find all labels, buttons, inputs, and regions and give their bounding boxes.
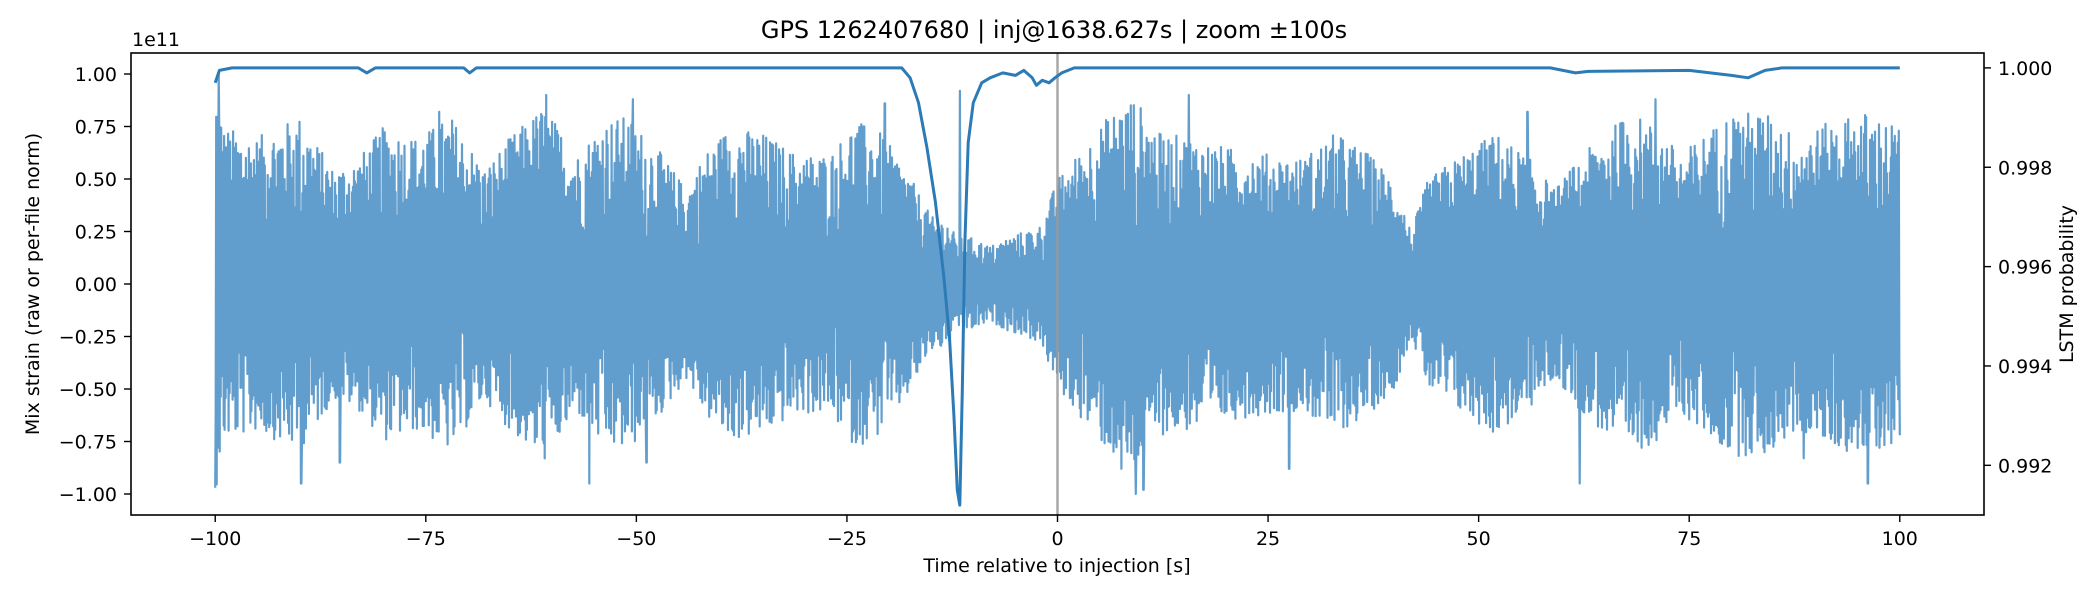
y-tick-label: 0.00	[75, 274, 117, 296]
plot-area	[213, 53, 1901, 515]
x-axis: −100 −75 −50 −25 0 25 50 75 100	[189, 515, 1918, 550]
y-axis-left: 1.00 0.75 0.50 0.25 0.00 −0.25 −0.50 −0.75 −1.00	[59, 64, 131, 506]
y-axis-right: 1.000 0.998 0.996 0.994 0.992	[1984, 58, 2052, 477]
x-tick-label: 25	[1256, 528, 1280, 550]
y-axis-offset-label: 1e11	[132, 29, 180, 51]
y-tick-label: 1.00	[75, 64, 117, 86]
y-tick-label: −0.25	[59, 327, 117, 349]
y-tick-label: 0.50	[75, 169, 117, 191]
y2-tick-label: 0.992	[1998, 455, 2052, 477]
y2-axis-label: LSTM probability	[2056, 205, 2078, 363]
y2-tick-label: 0.994	[1998, 356, 2052, 378]
lstm-probability-series	[213, 66, 1900, 507]
x-tick-label: 50	[1467, 528, 1491, 550]
x-tick-label: −100	[189, 528, 241, 550]
x-axis-label: Time relative to injection [s]	[922, 555, 1190, 577]
y-axis-label: Mix strain (raw or per-file norm)	[22, 133, 44, 435]
lstm-probability-line	[213, 66, 1900, 507]
y-tick-label: −0.75	[59, 432, 117, 454]
chart-title: GPS 1262407680 | inj@1638.627s | zoom ±1…	[761, 16, 1347, 44]
x-tick-label: 0	[1051, 528, 1063, 550]
y-tick-label: −1.00	[59, 484, 117, 506]
y2-tick-label: 0.998	[1998, 157, 2052, 179]
x-tick-label: −50	[616, 528, 656, 550]
y-tick-label: 0.75	[75, 117, 117, 139]
y2-tick-label: 0.996	[1998, 257, 2052, 279]
x-tick-label: −75	[406, 528, 446, 550]
y-tick-label: −0.50	[59, 379, 117, 401]
x-tick-label: −25	[827, 528, 867, 550]
y2-tick-label: 1.000	[1998, 58, 2052, 80]
y-tick-label: 0.25	[75, 222, 117, 244]
x-tick-label: 75	[1677, 528, 1701, 550]
x-tick-label: 100	[1882, 528, 1918, 550]
